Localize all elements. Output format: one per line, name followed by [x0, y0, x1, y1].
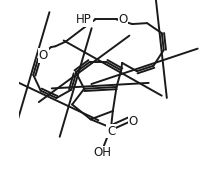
Text: OH: OH — [94, 146, 112, 159]
Text: C: C — [107, 125, 115, 138]
Text: O: O — [118, 13, 128, 26]
Text: HP: HP — [76, 13, 92, 26]
Text: O: O — [39, 49, 48, 62]
Text: O: O — [129, 115, 138, 128]
